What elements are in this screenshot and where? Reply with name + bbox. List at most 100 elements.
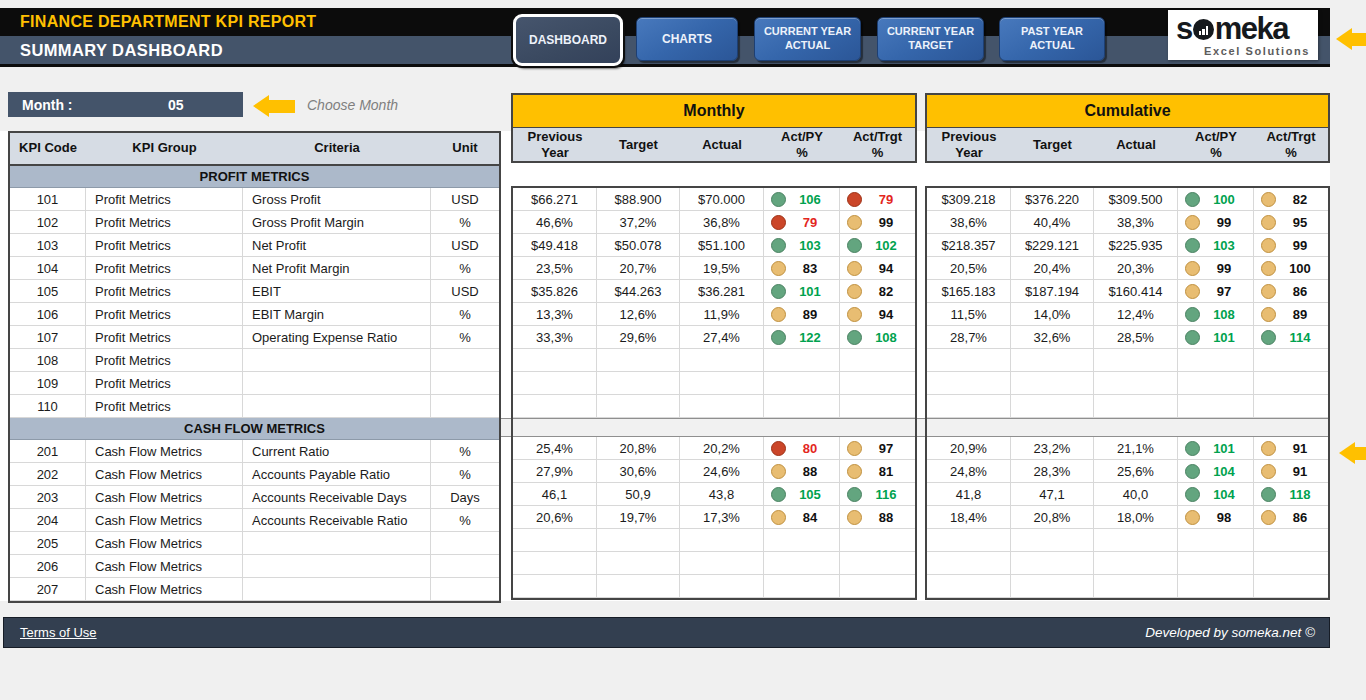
indicator-cell: 86 (1254, 280, 1328, 303)
indicator-cell: 94 (840, 257, 915, 280)
indicator-value: 103 (1210, 238, 1238, 253)
status-dot-amber (847, 464, 862, 479)
value-cell (1094, 575, 1178, 598)
kpi-code-cell: 201 (10, 440, 86, 463)
indicator-value: 91 (1286, 441, 1314, 456)
value-cell (1011, 552, 1094, 575)
status-dot-green (1261, 330, 1276, 345)
value-cell (597, 552, 680, 575)
value-cell (597, 395, 680, 418)
choose-month-arrow-icon (253, 95, 295, 117)
status-dot-amber (847, 441, 862, 456)
value-cell: $187.194 (1011, 280, 1094, 303)
value-row: $309.218$376.220$309.50010082 (927, 188, 1328, 211)
value-cell (927, 349, 1011, 372)
value-cell: 28,3% (1011, 460, 1094, 483)
kpi-unit-cell: USD (431, 280, 499, 303)
value-column-header: Target (1011, 128, 1094, 161)
status-dot-amber (847, 510, 862, 525)
indicator-value: 79 (872, 192, 900, 207)
indicator-value: 82 (872, 284, 900, 299)
kpi-table: KPI CodeKPI GroupCriteriaUnitPROFIT METR… (8, 131, 501, 603)
indicator-cell (764, 575, 840, 598)
status-dot-green (1185, 307, 1200, 322)
logo-chart-icon (1193, 19, 1214, 40)
status-dot-amber (771, 307, 786, 322)
value-cell (513, 395, 597, 418)
indicator-cell: 105 (764, 483, 840, 506)
value-row (927, 372, 1328, 395)
kpi-unit-cell (431, 578, 499, 601)
kpi-unit-cell (431, 372, 499, 395)
value-row (927, 529, 1328, 552)
kpi-unit-cell: % (431, 211, 499, 234)
kpi-code-cell: 205 (10, 532, 86, 555)
kpi-group-cell: Profit Metrics (86, 234, 243, 257)
kpi-unit-cell: % (431, 257, 499, 280)
value-cell: $35.826 (513, 280, 597, 303)
kpi-group-cell: Profit Metrics (86, 395, 243, 418)
indicator-value: 100 (1286, 261, 1314, 276)
kpi-row: 110Profit Metrics (10, 395, 499, 418)
status-dot-amber (771, 261, 786, 276)
status-dot-green (771, 330, 786, 345)
value-cell: 20,9% (927, 437, 1011, 460)
indicator-value: 98 (1210, 510, 1238, 525)
value-row: 28,7%32,6%28,5%101114 (927, 326, 1328, 349)
value-cell: $49.418 (513, 234, 597, 257)
value-row: 38,6%40,4%38,3%9995 (927, 211, 1328, 234)
status-dot-green (771, 487, 786, 502)
kpi-criteria-cell: Accounts Payable Ratio (243, 463, 431, 486)
indicator-cell (764, 395, 840, 418)
status-dot-green (1185, 330, 1200, 345)
kpi-group-cell: Cash Flow Metrics (86, 532, 243, 555)
value-cell: 40,0 (1094, 483, 1178, 506)
indicator-value: 108 (1210, 307, 1238, 322)
kpi-group-row: PROFIT METRICS (10, 166, 499, 188)
month-value[interactable]: 05 (168, 97, 184, 113)
indicator-value: 91 (1286, 464, 1314, 479)
nav-button-past-year-actual[interactable]: PAST YEAR ACTUAL (999, 17, 1105, 61)
nav-button-dashboard[interactable]: DASHBOARD (513, 14, 623, 66)
kpi-unit-cell: USD (431, 234, 499, 257)
indicator-cell: 82 (840, 280, 915, 303)
kpi-unit-cell (431, 349, 499, 372)
month-label: Month : (22, 97, 73, 113)
indicator-value: 114 (1286, 330, 1314, 345)
value-cell: 20,8% (1011, 506, 1094, 529)
value-cell (680, 349, 764, 372)
value-row: 20,6%19,7%17,3%8488 (513, 506, 915, 529)
value-cell: 23,2% (1011, 437, 1094, 460)
indicator-cell: 91 (1254, 460, 1328, 483)
indicator-cell: 118 (1254, 483, 1328, 506)
value-cell: $88.900 (597, 188, 680, 211)
indicator-cell: 108 (1178, 303, 1254, 326)
indicator-value: 122 (796, 330, 824, 345)
nav-button-charts[interactable]: CHARTS (636, 17, 738, 61)
status-dot-green (1185, 487, 1200, 502)
indicator-value: 104 (1210, 464, 1238, 479)
value-cell (597, 575, 680, 598)
month-selector[interactable]: Month : 05 (8, 92, 243, 117)
kpi-code-cell: 105 (10, 280, 86, 303)
kpi-column-header: Unit (431, 133, 499, 162)
status-dot-amber (1185, 510, 1200, 525)
nav-button-current-year-target[interactable]: CURRENT YEAR TARGET (877, 17, 984, 61)
indicator-value: 102 (872, 238, 900, 253)
value-cell (597, 529, 680, 552)
indicator-cell (840, 529, 915, 552)
kpi-group-cell: Profit Metrics (86, 303, 243, 326)
indicator-cell: 102 (840, 234, 915, 257)
indicator-value: 118 (1286, 487, 1314, 502)
indicator-cell: 103 (1178, 234, 1254, 257)
indicator-cell: 99 (1178, 257, 1254, 280)
nav-button-current-year-actual[interactable]: CURRENT YEAR ACTUAL (754, 17, 861, 61)
kpi-column-header: KPI Group (86, 133, 243, 162)
terms-of-use-link[interactable]: Terms of Use (20, 625, 97, 640)
status-dot-amber (847, 284, 862, 299)
value-cell: 29,6% (597, 326, 680, 349)
kpi-row: 204Cash Flow MetricsAccounts Receivable … (10, 509, 499, 532)
value-column-header: Act/Trgt % (1254, 128, 1328, 161)
value-cell (1011, 529, 1094, 552)
indicator-cell (764, 552, 840, 575)
